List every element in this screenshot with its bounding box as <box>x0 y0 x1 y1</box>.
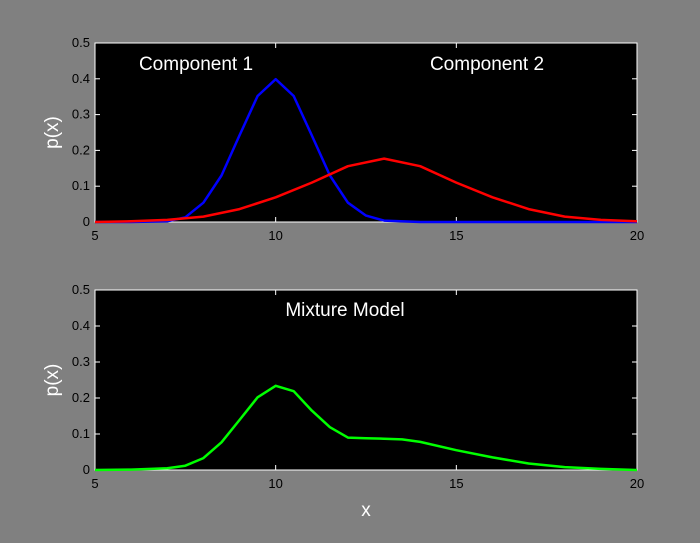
annotation-label: Mixture Model <box>285 300 404 321</box>
series-line-component-2 <box>94 157 638 224</box>
x-axis-label: x <box>361 500 371 521</box>
y-tick-label: 0 <box>83 462 90 477</box>
y-tick-label: 0.3 <box>72 107 90 122</box>
y-tick-label: 0.2 <box>72 390 90 405</box>
x-tick-label: 20 <box>630 476 644 491</box>
x-tick-label: 20 <box>630 228 644 243</box>
bottom-panel: 0 0.1 0.2 0.3 0.4 0.5 5 10 15 20 p(x) x Mixture Mode… <box>42 282 644 521</box>
y-tick-label: 0 <box>83 214 90 229</box>
y-tick-label: 0.1 <box>72 178 90 193</box>
y-tick-label: 0.4 <box>72 71 90 86</box>
y-tick-label: 0.5 <box>72 282 90 297</box>
y-tick-label: 0.3 <box>72 354 90 369</box>
y-tick-label: 0.2 <box>72 142 90 157</box>
x-tick-label: 15 <box>449 228 463 243</box>
y-tick-label: 0.5 <box>72 35 90 50</box>
plot-area <box>95 43 637 222</box>
x-tick-label: 15 <box>449 476 463 491</box>
y-tick-label: 0.4 <box>72 318 90 333</box>
x-tick-label: 5 <box>91 476 98 491</box>
annotation-label: Component 2 <box>430 54 544 75</box>
y-axis-label: p(x) <box>42 364 63 397</box>
y-tick-label: 0.1 <box>72 426 90 441</box>
plot-area <box>95 290 637 470</box>
x-tick-label: 5 <box>91 228 98 243</box>
annotation-label: Component 1 <box>139 54 253 75</box>
series-line-mixture-model <box>94 384 638 472</box>
x-tick-label: 10 <box>268 476 282 491</box>
x-tick-label: 10 <box>268 228 282 243</box>
y-axis-label: p(x) <box>42 116 63 149</box>
top-panel: 0 0.1 0.2 0.3 0.4 0.5 5 10 15 20 p(x) Component 1 Co… <box>42 35 644 243</box>
axes-frame <box>94 42 638 223</box>
axes-frame <box>94 289 638 471</box>
